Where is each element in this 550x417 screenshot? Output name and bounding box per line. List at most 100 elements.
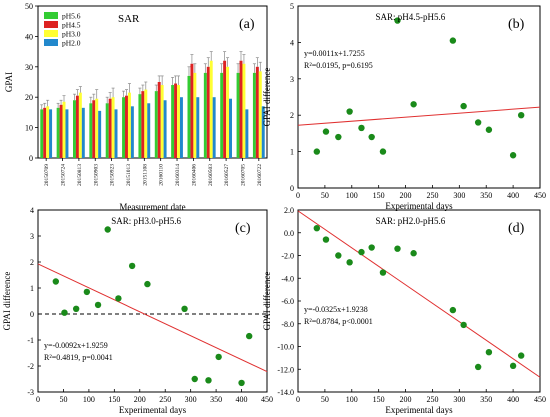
regression-line bbox=[297, 106, 541, 126]
data-point bbox=[379, 269, 387, 276]
x-tick-label: 20150923 bbox=[110, 164, 116, 186]
bar-ph5-6 bbox=[40, 109, 44, 158]
bar-ph5-6 bbox=[89, 103, 93, 158]
y-axis-label: GPAI bbox=[4, 72, 14, 92]
data-point bbox=[346, 259, 353, 266]
bar-ph4-5 bbox=[223, 60, 227, 158]
x-tick-label: 250 bbox=[426, 191, 438, 200]
data-point bbox=[94, 301, 102, 309]
bar-ph4-5 bbox=[174, 83, 178, 158]
panel-label: (d) bbox=[508, 221, 525, 236]
y-tick-label: 2.0 bbox=[284, 206, 294, 215]
x-tick-label: 20160503 bbox=[208, 164, 214, 186]
legend-swatch bbox=[44, 12, 58, 19]
regression-stats: R²=0.8784, p<0.0001 bbox=[304, 317, 373, 326]
x-tick-label: 0 bbox=[296, 191, 300, 200]
y-tick-label: 5 bbox=[290, 2, 294, 11]
bar-ph2-0 bbox=[114, 109, 118, 158]
data-point bbox=[410, 250, 417, 257]
chart-title: SAR bbox=[118, 13, 140, 25]
panel-c: 0 50 100 150 200 250 300 350 400 450 -3 -2 -1 0 1 2 3 4 Ex… bbox=[2, 206, 273, 415]
bar-ph2-0 bbox=[98, 110, 102, 158]
x-tick-label: 200 bbox=[400, 395, 412, 404]
x-tick-label: 20160527 bbox=[224, 164, 230, 186]
data-point bbox=[313, 148, 321, 155]
x-tick-label: 20160722 bbox=[257, 164, 263, 186]
bar-ph3-0 bbox=[193, 72, 197, 158]
regression-equation: y=-0.0325x+1.9238 bbox=[304, 305, 368, 314]
y-tick-label: 40 bbox=[25, 32, 33, 41]
x-tick-label: 50 bbox=[321, 191, 329, 200]
y-tick-label: 2 bbox=[290, 111, 294, 120]
y-tick-label: 20 bbox=[25, 93, 33, 102]
x-tick-label: 400 bbox=[507, 191, 519, 200]
bar-ph2-0 bbox=[229, 98, 232, 158]
data-point bbox=[509, 362, 517, 370]
data-point bbox=[52, 278, 60, 285]
data-point bbox=[449, 306, 457, 314]
panel-label: (b) bbox=[508, 17, 525, 32]
bar-ph5-6 bbox=[105, 103, 109, 158]
data-point bbox=[368, 244, 375, 251]
data-point bbox=[485, 126, 493, 133]
data-point bbox=[72, 305, 80, 312]
bar-ph5-6 bbox=[220, 72, 224, 158]
y-tick-label: -4.0 bbox=[281, 274, 294, 283]
x-tick-label: 100 bbox=[346, 191, 358, 200]
bar-ph3-0 bbox=[95, 98, 99, 158]
data-point bbox=[115, 295, 122, 302]
bar-ph4-5 bbox=[108, 98, 112, 158]
bar-ph5-6 bbox=[236, 72, 240, 158]
data-point bbox=[410, 101, 417, 108]
legend-label: pH4.5 bbox=[62, 21, 81, 30]
plot-frame bbox=[297, 209, 541, 393]
chart-title: SAR: pH3.0-pH5.6 bbox=[111, 216, 181, 226]
panel-label: (a) bbox=[239, 17, 255, 32]
x-tick-label: 400 bbox=[236, 395, 248, 404]
x-tick-label: 100 bbox=[83, 395, 95, 404]
legend-swatch bbox=[44, 39, 58, 46]
y-tick-label: 0 bbox=[29, 154, 33, 163]
bar-ph2-0 bbox=[163, 100, 167, 158]
bar-ph2-0 bbox=[65, 109, 69, 158]
data-point bbox=[460, 321, 467, 329]
bar-ph5-6 bbox=[252, 72, 256, 158]
x-tick-label: 150 bbox=[373, 395, 385, 404]
y-tick-label: -12.0 bbox=[277, 365, 294, 374]
bar-ph2-0 bbox=[196, 97, 200, 158]
chart-title: SAR: pH4.5-pH5.6 bbox=[375, 12, 445, 22]
data-point bbox=[368, 133, 375, 141]
y-tick-label: -2 bbox=[27, 362, 34, 371]
bar-ph5-6 bbox=[187, 75, 191, 158]
bar-ph2-0 bbox=[130, 106, 134, 158]
legend-swatch bbox=[44, 21, 58, 28]
bar-ph3-0 bbox=[209, 60, 213, 158]
y-tick-label: -8.0 bbox=[281, 320, 294, 329]
x-tick-label: 300 bbox=[185, 395, 197, 404]
regression-equation: y=-0.0092x+1.9259 bbox=[44, 341, 108, 350]
bar-ph4-5 bbox=[206, 66, 210, 158]
y-tick-label: 0.0 bbox=[284, 229, 294, 238]
plot-frame bbox=[37, 209, 268, 393]
data-point bbox=[322, 236, 330, 243]
y-tick-label: 0 bbox=[30, 310, 34, 319]
x-tick-label: 50 bbox=[321, 395, 329, 404]
x-axis-label: Experimental days bbox=[385, 405, 453, 415]
data-point bbox=[517, 352, 525, 359]
bar-ph4-5 bbox=[59, 104, 63, 158]
bar-ph4-5 bbox=[43, 107, 47, 158]
bar-ph4-5 bbox=[255, 66, 259, 158]
panel-d: 0 50 100 150 200 250 300 350 400 450 -14.0 -12.0 -10… bbox=[262, 206, 546, 415]
bar-ph5-6 bbox=[73, 100, 76, 158]
data-point bbox=[128, 262, 136, 270]
panel-a: 0 10 20 30 40 50 20150709 20150724 20150813 20150… bbox=[4, 2, 268, 212]
x-axis-label: Experimental days bbox=[385, 201, 453, 211]
y-tick-label: 3 bbox=[30, 232, 34, 241]
x-tick-label: 20160110 bbox=[159, 164, 165, 186]
y-axis-label: GPAI difference bbox=[2, 272, 12, 331]
bar-ph3-0 bbox=[226, 66, 230, 158]
bar-ph5-6 bbox=[56, 107, 60, 158]
x-tick-label: 300 bbox=[453, 191, 465, 200]
data-point bbox=[358, 248, 365, 256]
